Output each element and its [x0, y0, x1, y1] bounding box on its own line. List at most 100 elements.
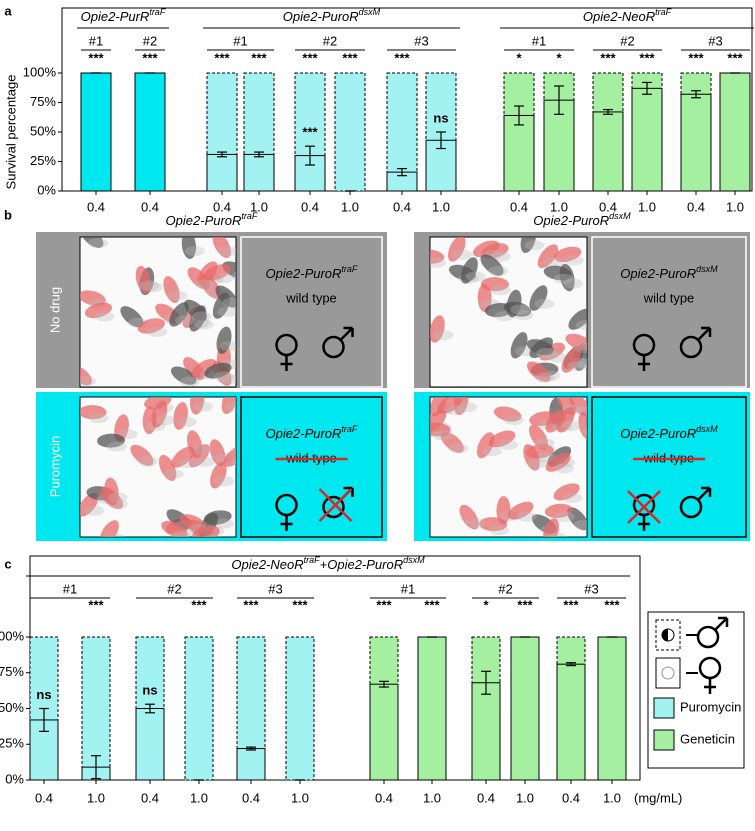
fly: [561, 347, 581, 373]
row-label: No drug: [47, 287, 62, 333]
fly-wing: [516, 511, 537, 522]
fly: [212, 237, 231, 258]
error-bar: [305, 145, 315, 166]
fly: [523, 444, 540, 471]
male-symbol: [696, 625, 720, 649]
fly: [556, 407, 575, 433]
fly: [459, 504, 479, 530]
fly: [526, 339, 554, 355]
fly-wing: [191, 311, 212, 322]
subgroup-label: #2: [167, 581, 181, 596]
fly-wing: [105, 533, 125, 537]
fly-wing: [218, 374, 236, 385]
fly: [189, 397, 205, 415]
fly: [544, 503, 573, 518]
italic-label: Opie2-NeoRtraF+Opie2-PuroRdsxM: [231, 555, 425, 572]
fly: [99, 520, 119, 537]
error-bar: [379, 680, 389, 688]
genotype-label: wild type: [643, 290, 695, 305]
error-bar: [145, 703, 155, 714]
significance: ***: [214, 50, 230, 65]
fly-wing: [562, 492, 583, 503]
bar: [503, 114, 535, 192]
fly-wing: [107, 492, 128, 503]
fly: [184, 299, 208, 322]
fly: [170, 366, 197, 385]
x-tick-label: 0.4: [687, 199, 705, 214]
italic-label: Opie2-PurRtraF: [81, 7, 166, 24]
fly: [104, 477, 119, 506]
error-bar: [217, 151, 227, 158]
x-tick-label: 1.0: [423, 790, 441, 805]
label-text: Opie2-NeoR: [231, 557, 303, 572]
label-sup: dsxM: [403, 555, 425, 565]
bar: [417, 636, 447, 781]
fly-wing: [214, 476, 235, 487]
bar: [285, 636, 315, 781]
fly-wing: [155, 415, 176, 426]
fly: [510, 332, 528, 359]
fly: [476, 432, 495, 459]
error-bar: [91, 755, 101, 780]
fly-wing: [220, 341, 236, 352]
fly: [130, 444, 154, 466]
fly-wing: [195, 456, 216, 467]
x-tick-label: 1.0: [638, 199, 656, 214]
label-text: +Opie2-PuroR: [320, 557, 403, 572]
fly: [430, 315, 445, 343]
x-tick-label: 0.4: [242, 790, 260, 805]
significance: ***: [243, 597, 259, 612]
fly: [488, 430, 516, 448]
label-box: [591, 236, 747, 388]
fly-wing: [106, 441, 127, 452]
fly: [479, 517, 508, 532]
male-symbol: [339, 327, 354, 341]
error-bar: [691, 90, 701, 99]
fly-wing: [194, 279, 215, 290]
photo-content: [80, 397, 236, 537]
x-tick-label: 1.0: [726, 199, 744, 214]
error-bar: [397, 167, 407, 177]
bar: [236, 748, 266, 781]
fly-wing: [534, 437, 555, 448]
x-tick-label: 1.0: [291, 790, 309, 805]
subgroup-label: #3: [584, 581, 598, 596]
fly-wing: [561, 420, 582, 431]
fly: [191, 359, 217, 379]
fly: [567, 507, 587, 531]
fly-wing: [563, 278, 584, 289]
fly-wing: [581, 427, 587, 437]
fly: [209, 439, 226, 467]
x-tick-label: 0.4: [141, 790, 159, 805]
fly-wing: [430, 257, 447, 268]
fly-wing: [225, 401, 236, 412]
legend-dot: [661, 666, 675, 680]
male-symbol: [679, 495, 703, 519]
fly-wing: [94, 311, 115, 322]
y-tick-label: 0%: [37, 182, 56, 197]
y-tick-label: 0%: [5, 771, 24, 786]
fly: [80, 405, 107, 420]
fly: [480, 254, 504, 276]
label-box: [240, 236, 383, 388]
fly-wing: [574, 342, 587, 353]
fly: [80, 237, 104, 248]
fly-wing: [503, 415, 524, 426]
significance: ***: [517, 597, 533, 612]
fly: [569, 397, 587, 417]
fly-wing: [489, 525, 510, 536]
subgroup-label: #1: [401, 581, 415, 596]
x-tick-label: 0.4: [213, 199, 231, 214]
fly: [543, 265, 572, 281]
fly: [430, 249, 445, 264]
fly: [472, 240, 500, 258]
x-tick-label: 0.4: [301, 199, 319, 214]
fly-wing: [174, 315, 195, 326]
fly-wing: [548, 352, 569, 363]
fly: [210, 461, 227, 489]
significance: ***: [376, 597, 392, 612]
fly-wing: [163, 468, 184, 479]
legend-label: Puromycin: [680, 699, 741, 714]
fly: [484, 302, 513, 318]
